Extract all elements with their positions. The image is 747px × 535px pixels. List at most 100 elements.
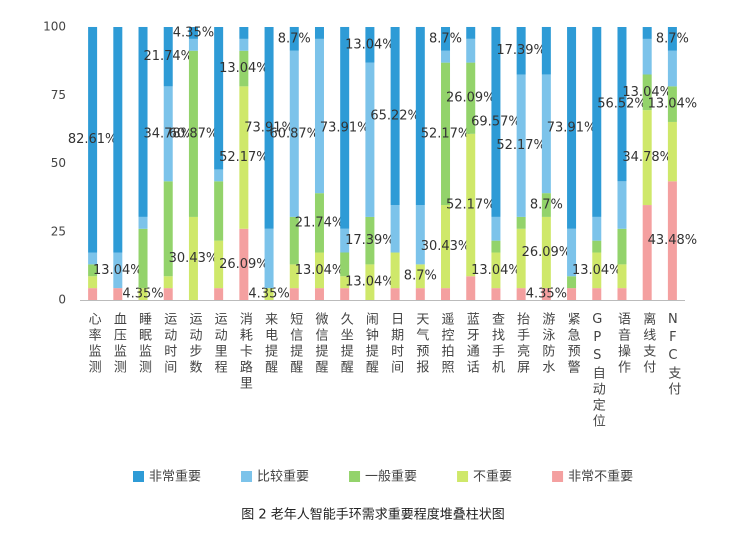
data-label: 56.52%	[597, 97, 647, 112]
bar-segment	[289, 26, 299, 51]
bar-segment	[516, 27, 526, 75]
bar-segment	[390, 288, 400, 300]
data-label: 43.48%	[648, 233, 698, 248]
bar-segment	[138, 26, 148, 217]
bar-segment	[441, 50, 451, 63]
bar-segment	[138, 288, 148, 300]
bar-segment	[617, 228, 627, 265]
x-tick-label: 紧急预警	[564, 312, 580, 376]
data-label: 4.35%	[122, 287, 163, 302]
bar-segment	[239, 86, 249, 229]
data-label: 13.04%	[219, 61, 269, 76]
x-tick-label: 蓝牙通话	[463, 312, 479, 376]
bar-segment	[88, 26, 98, 253]
bar-segment	[567, 276, 577, 289]
bar-segment	[466, 276, 476, 300]
bar-segment	[239, 27, 249, 39]
y-tick-label: 25	[51, 224, 66, 238]
x-tick-label: 离线支付	[640, 312, 656, 376]
bar-segment	[642, 110, 652, 206]
bar-segment	[88, 276, 98, 289]
x-tick-label: 消耗卡路里	[236, 312, 252, 392]
bar-segment	[340, 228, 350, 253]
bar-segment	[415, 26, 425, 206]
chart-title: 图 2 老年人智能手环需求重要程度堆叠柱状图	[241, 507, 505, 523]
bar-segment	[113, 252, 123, 289]
y-tick-label: 0	[58, 293, 66, 307]
data-label: 52.17%	[219, 150, 269, 165]
bar-segment	[113, 27, 123, 253]
data-label: 52.17%	[496, 138, 546, 153]
bar-segment	[491, 216, 501, 241]
bar-segment	[239, 50, 249, 87]
data-label: 13.04%	[648, 97, 698, 112]
bar-segment	[214, 181, 224, 241]
data-label: 26.09%	[446, 91, 496, 106]
data-label: 34.78%	[143, 126, 193, 141]
x-tick-label: 血压监测	[110, 312, 126, 376]
bar-segment	[214, 27, 224, 170]
bar-segment	[516, 228, 526, 289]
bar-segment	[340, 252, 350, 277]
x-tick-label: 短信提醒	[287, 312, 303, 376]
bar-segment	[491, 252, 501, 289]
bar-segment	[239, 228, 249, 300]
bar-segment	[617, 288, 627, 300]
bar-segment	[491, 288, 501, 300]
bar-segment	[567, 228, 577, 277]
y-tick-label: 100	[43, 20, 66, 34]
data-label: 4.35%	[248, 287, 289, 302]
bar-segment	[163, 27, 173, 87]
bar-segment	[617, 27, 627, 182]
data-label: 13.04%	[93, 263, 143, 278]
bar-segment	[592, 288, 602, 300]
bar-segment	[466, 26, 476, 39]
data-label: 65.22%	[370, 109, 420, 124]
bar-segment	[516, 288, 526, 300]
data-label: 13.04%	[471, 263, 521, 278]
bar-segment	[88, 264, 98, 277]
bar-segment	[592, 240, 602, 253]
legend-label: 非常重要	[149, 469, 201, 485]
bar-segment	[314, 288, 324, 300]
bar-segment	[390, 252, 400, 289]
bar-segment	[188, 216, 198, 300]
legend-label: 一般重要	[365, 469, 417, 485]
data-label: 30.43%	[169, 251, 219, 266]
bar-segment	[516, 74, 526, 217]
bar-segment	[214, 240, 224, 289]
bar-segment	[642, 27, 652, 39]
x-tick-label: 运动步数	[186, 312, 202, 376]
data-label: 60.87%	[169, 126, 219, 141]
data-label: 26.09%	[522, 245, 572, 260]
data-label: 60.87%	[269, 126, 319, 141]
bar-segment	[541, 74, 551, 194]
bar-segment	[541, 193, 551, 217]
bar-segment	[264, 228, 274, 289]
x-tick-label: 语音操作	[614, 312, 630, 376]
y-tick-label: 50	[51, 156, 66, 170]
x-tick-label: 查找手机	[488, 312, 504, 376]
bar-segment	[441, 62, 451, 206]
bar-segment	[617, 181, 627, 229]
data-label: 73.91%	[320, 120, 370, 135]
bar-segment	[314, 38, 324, 194]
bar-segment	[415, 288, 425, 300]
bar-segment	[214, 169, 224, 182]
data-label: 52.17%	[446, 198, 496, 213]
bar-segment	[592, 252, 602, 289]
x-tick-label: 天气预报	[413, 312, 429, 376]
bar-segment	[567, 288, 577, 300]
x-tick-label: 久坐提醒	[337, 312, 353, 376]
bar-segment	[541, 26, 551, 75]
bar-segment	[541, 288, 551, 300]
legend-label: 不重要	[473, 469, 512, 485]
bar-segment	[466, 133, 476, 277]
bar-segment	[340, 276, 350, 289]
data-label: 21.74%	[143, 49, 193, 64]
bar-segment	[466, 62, 476, 134]
x-tick-label: 运动时间	[161, 312, 177, 376]
data-label: 34.78%	[622, 150, 672, 165]
